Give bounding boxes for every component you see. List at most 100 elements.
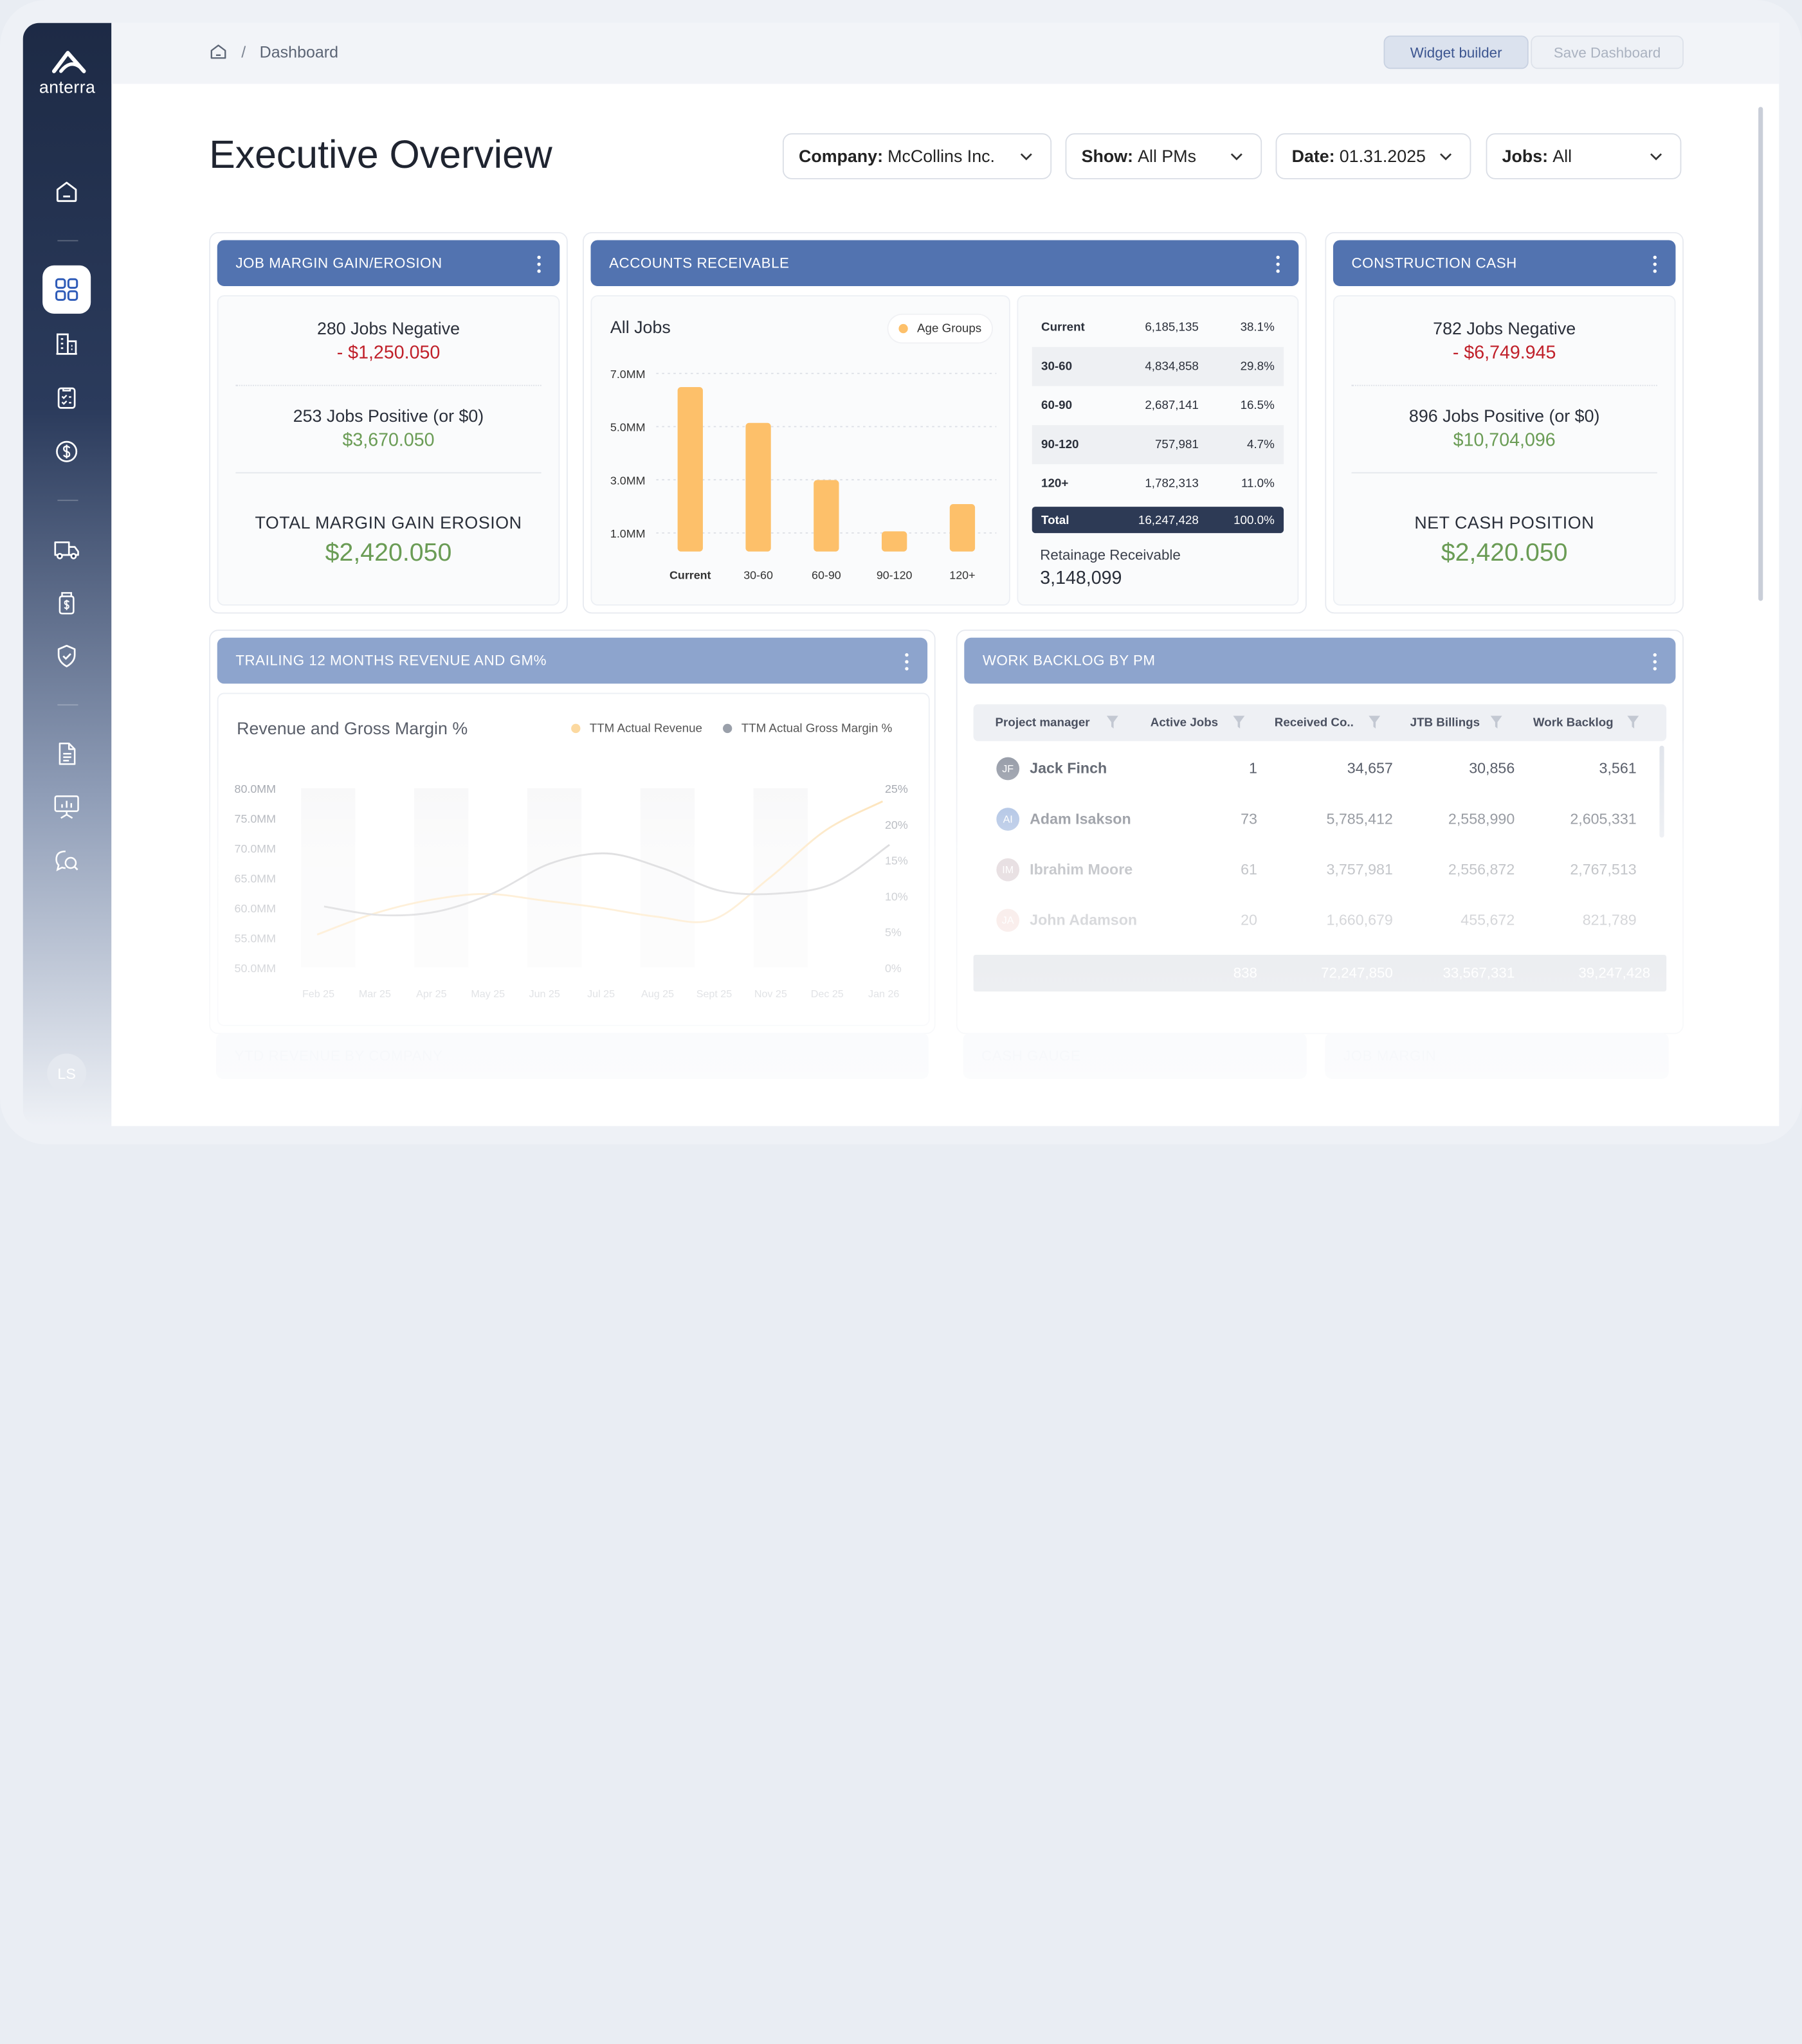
backlog-total-row: 838 72,247,850 33,567,331 39,247,428 [973, 954, 1667, 992]
more-options-icon[interactable] [1653, 653, 1657, 671]
nav-home[interactable] [42, 168, 91, 216]
building-icon [56, 333, 77, 355]
card-title: TRAILING 12 MONTHS REVENUE AND GM% [235, 653, 547, 669]
ar-amount: 1,782,313 [1145, 476, 1199, 491]
main-content: / Dashboard Widget builder Save Dashboar… [111, 23, 1779, 1126]
nav-documents[interactable] [42, 730, 91, 778]
nav-buildings[interactable] [42, 320, 91, 368]
legend-label[interactable]: TTM Actual Revenue [589, 721, 702, 736]
x-tick-label: Apr 25 [416, 988, 446, 1000]
retainage-value: 3,148,099 [1040, 568, 1122, 588]
date-filter[interactable]: Date: 01.31.2025 [1275, 133, 1471, 179]
ar-amount: 16,247,428 [1138, 512, 1199, 527]
anterra-logo-icon [51, 51, 86, 73]
nav-compliance[interactable] [42, 632, 91, 680]
company-filter[interactable]: Company: McCollins Inc. [782, 133, 1052, 179]
kpi-value: - $1,250.050 [336, 343, 441, 363]
y-tick-label: 1.0MM [610, 527, 646, 540]
column-header[interactable]: Work Backlog [1533, 716, 1614, 730]
user-avatar[interactable]: LS [47, 1053, 87, 1093]
ytd-revenue-card-header[interactable]: YTD REVENUE BY COMPANY [215, 1033, 929, 1079]
ar-table-panel: Current 6,185,135 38.1% 30-60 4,834,858 29.8… [1017, 295, 1299, 606]
filter-icon[interactable] [1232, 715, 1246, 730]
page-title: Executive Overview [209, 133, 552, 177]
received-co: 34,657 [1347, 759, 1393, 777]
filter-icon[interactable] [1368, 715, 1381, 730]
table-row[interactable]: AI Adam Isakson 73 5,785,412 2,558,990 2… [974, 794, 1667, 845]
nav-cash[interactable] [42, 579, 91, 628]
y-left-tick-label: 75.0MM [235, 812, 277, 825]
table-row[interactable]: JA John Adamson 20 1,660,679 455,672 821… [974, 895, 1667, 946]
bar [949, 504, 976, 552]
legend-label: Age Groups [917, 321, 982, 336]
column-header[interactable]: Project manager [995, 716, 1090, 730]
table-row[interactable]: JF Jack Finch 1 34,657 30,856 3,561 [974, 743, 1667, 794]
more-options-icon[interactable] [537, 255, 542, 274]
ar-row: 120+ 1,782,313 11.0% [1032, 464, 1284, 503]
ar-chart-legend[interactable]: Age Groups [888, 314, 992, 343]
job-margin-panel: 280 Jobs Negative - $1,250.050 253 Jobs … [217, 295, 560, 606]
document-icon [59, 742, 76, 765]
active-jobs: 20 [1241, 911, 1257, 928]
ar-pct: 11.0% [1241, 476, 1275, 491]
avatar: JF [996, 757, 1020, 781]
logo[interactable]: anterra [23, 48, 112, 98]
filter-icon[interactable] [1489, 715, 1503, 730]
x-tick-label: Jun 25 [529, 988, 560, 1000]
nav-reports[interactable] [42, 782, 91, 831]
bar [881, 531, 907, 552]
column-header[interactable]: Received Co.. [1274, 716, 1354, 730]
ar-amount: 757,981 [1154, 437, 1199, 452]
cash-gauge-card-header[interactable]: CASH GAUGE [963, 1033, 1307, 1079]
nav-equipment[interactable] [42, 525, 91, 574]
nav-chat[interactable] [42, 837, 91, 885]
show-filter[interactable]: Show: All PMs [1065, 133, 1262, 179]
widget-builder-button[interactable]: Widget builder [1383, 35, 1529, 69]
app-frame: anterra [23, 23, 1779, 1126]
more-options-icon[interactable] [1653, 255, 1657, 274]
filter-icon[interactable] [1106, 715, 1119, 730]
save-dashboard-button[interactable]: Save Dashboard [1531, 35, 1684, 69]
kpi-label: NET CASH POSITION [1414, 513, 1595, 534]
filter-icon[interactable] [1626, 715, 1640, 730]
kpi-value: $2,420.050 [1441, 538, 1568, 566]
top-bar: / Dashboard Widget builder Save Dashboar… [111, 23, 1779, 84]
y-left-tick-label: 65.0MM [235, 872, 277, 885]
presentation-chart-icon [54, 795, 79, 819]
nav-checklist[interactable] [42, 374, 91, 422]
ttm-line-chart: 80.0MM 75.0MM 70.0MM 65.0MM 60.0MM 55.0MM 50.0… [235, 782, 908, 1000]
legend-swatch [723, 723, 733, 734]
ar-header: ACCOUNTS RECEIVABLE [590, 240, 1299, 286]
job-margin-small-card-header[interactable]: JOB MARGIN [1325, 1033, 1669, 1079]
table-row[interactable]: IM Ibrahim Moore 61 3,757,981 2,556,872 … [974, 844, 1667, 895]
table-scrollbar[interactable] [1659, 745, 1664, 838]
total-received-co: 72,247,850 [1321, 965, 1393, 982]
received-co: 1,660,679 [1326, 911, 1393, 928]
legend-label[interactable]: TTM Actual Gross Margin % [741, 721, 893, 736]
column-header[interactable]: Active Jobs [1150, 716, 1219, 730]
more-options-icon[interactable] [1276, 255, 1280, 274]
nav-finance[interactable] [42, 428, 91, 476]
pm-name: Ibrahim Moore [1030, 860, 1133, 878]
accounts-receivable-card: ACCOUNTS RECEIVABLE All Jobs Age Groups … [583, 231, 1307, 614]
work-backlog: 821,789 [1582, 911, 1637, 928]
avatar: IM [996, 858, 1020, 882]
x-tick-label: Mar 25 [359, 988, 391, 1000]
y-right-tick-label: 20% [885, 819, 908, 831]
scrollbar[interactable] [1758, 107, 1763, 601]
money-jar-icon [59, 592, 75, 615]
kpi-label: 280 Jobs Negative [316, 319, 460, 339]
card-title: YTD REVENUE BY COMPANY [234, 1047, 443, 1064]
pm-name: Adam Isakson [1030, 809, 1131, 828]
nav-dashboard[interactable] [42, 265, 91, 314]
net-cash-kpi: NET CASH POSITION $2,420.050 [1334, 514, 1675, 568]
jobs-filter[interactable]: Jobs: All [1486, 133, 1682, 179]
y-left-tick-label: 60.0MM [235, 902, 277, 915]
column-header[interactable]: JTB Billings [1410, 716, 1480, 730]
x-tick-label: Current [669, 569, 711, 582]
filter-label: Date: [1291, 146, 1335, 167]
backlog-table-header: Project manager Active Jobs Received Co.… [973, 704, 1667, 741]
breadcrumb-home-icon[interactable] [209, 42, 228, 61]
more-options-icon[interactable] [904, 653, 909, 671]
trailing-panel: Revenue and Gross Margin % TTM Actual Re… [217, 692, 930, 1026]
